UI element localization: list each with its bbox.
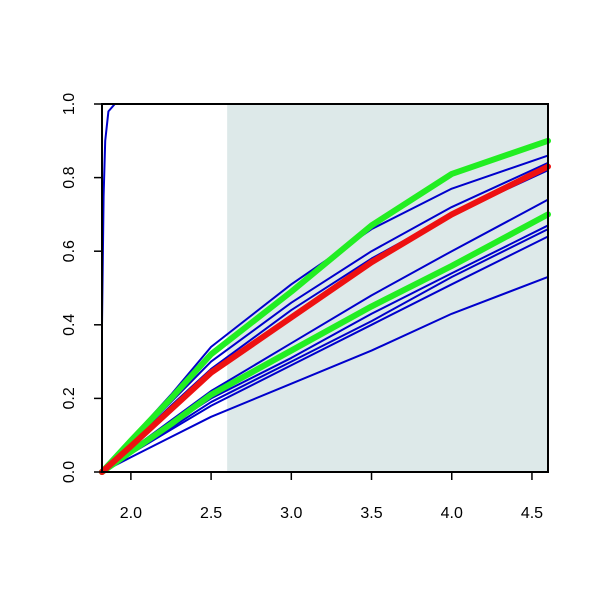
y-tick-label: 0.0 — [61, 461, 78, 483]
y-tick-label: 0.4 — [61, 314, 78, 336]
shaded-region — [227, 104, 548, 472]
x-tick-label: 2.5 — [200, 505, 222, 522]
x-tick-label: 4.5 — [521, 505, 543, 522]
series-line — [99, 211, 551, 475]
plot-frame — [101, 103, 549, 473]
series-line — [99, 163, 551, 475]
y-tick-label: 0.2 — [61, 387, 78, 409]
y-tick-label: 0.6 — [61, 240, 78, 262]
x-tick-label: 3.0 — [280, 505, 302, 522]
y-tick-label: 1.0 — [61, 93, 78, 115]
series-line — [99, 137, 551, 475]
y-tick-label: 0.8 — [61, 166, 78, 188]
x-tick-label: 3.5 — [360, 505, 382, 522]
x-tick-label: 4.0 — [441, 505, 463, 522]
x-tick-label: 2.0 — [120, 505, 142, 522]
series-line — [101, 275, 549, 473]
